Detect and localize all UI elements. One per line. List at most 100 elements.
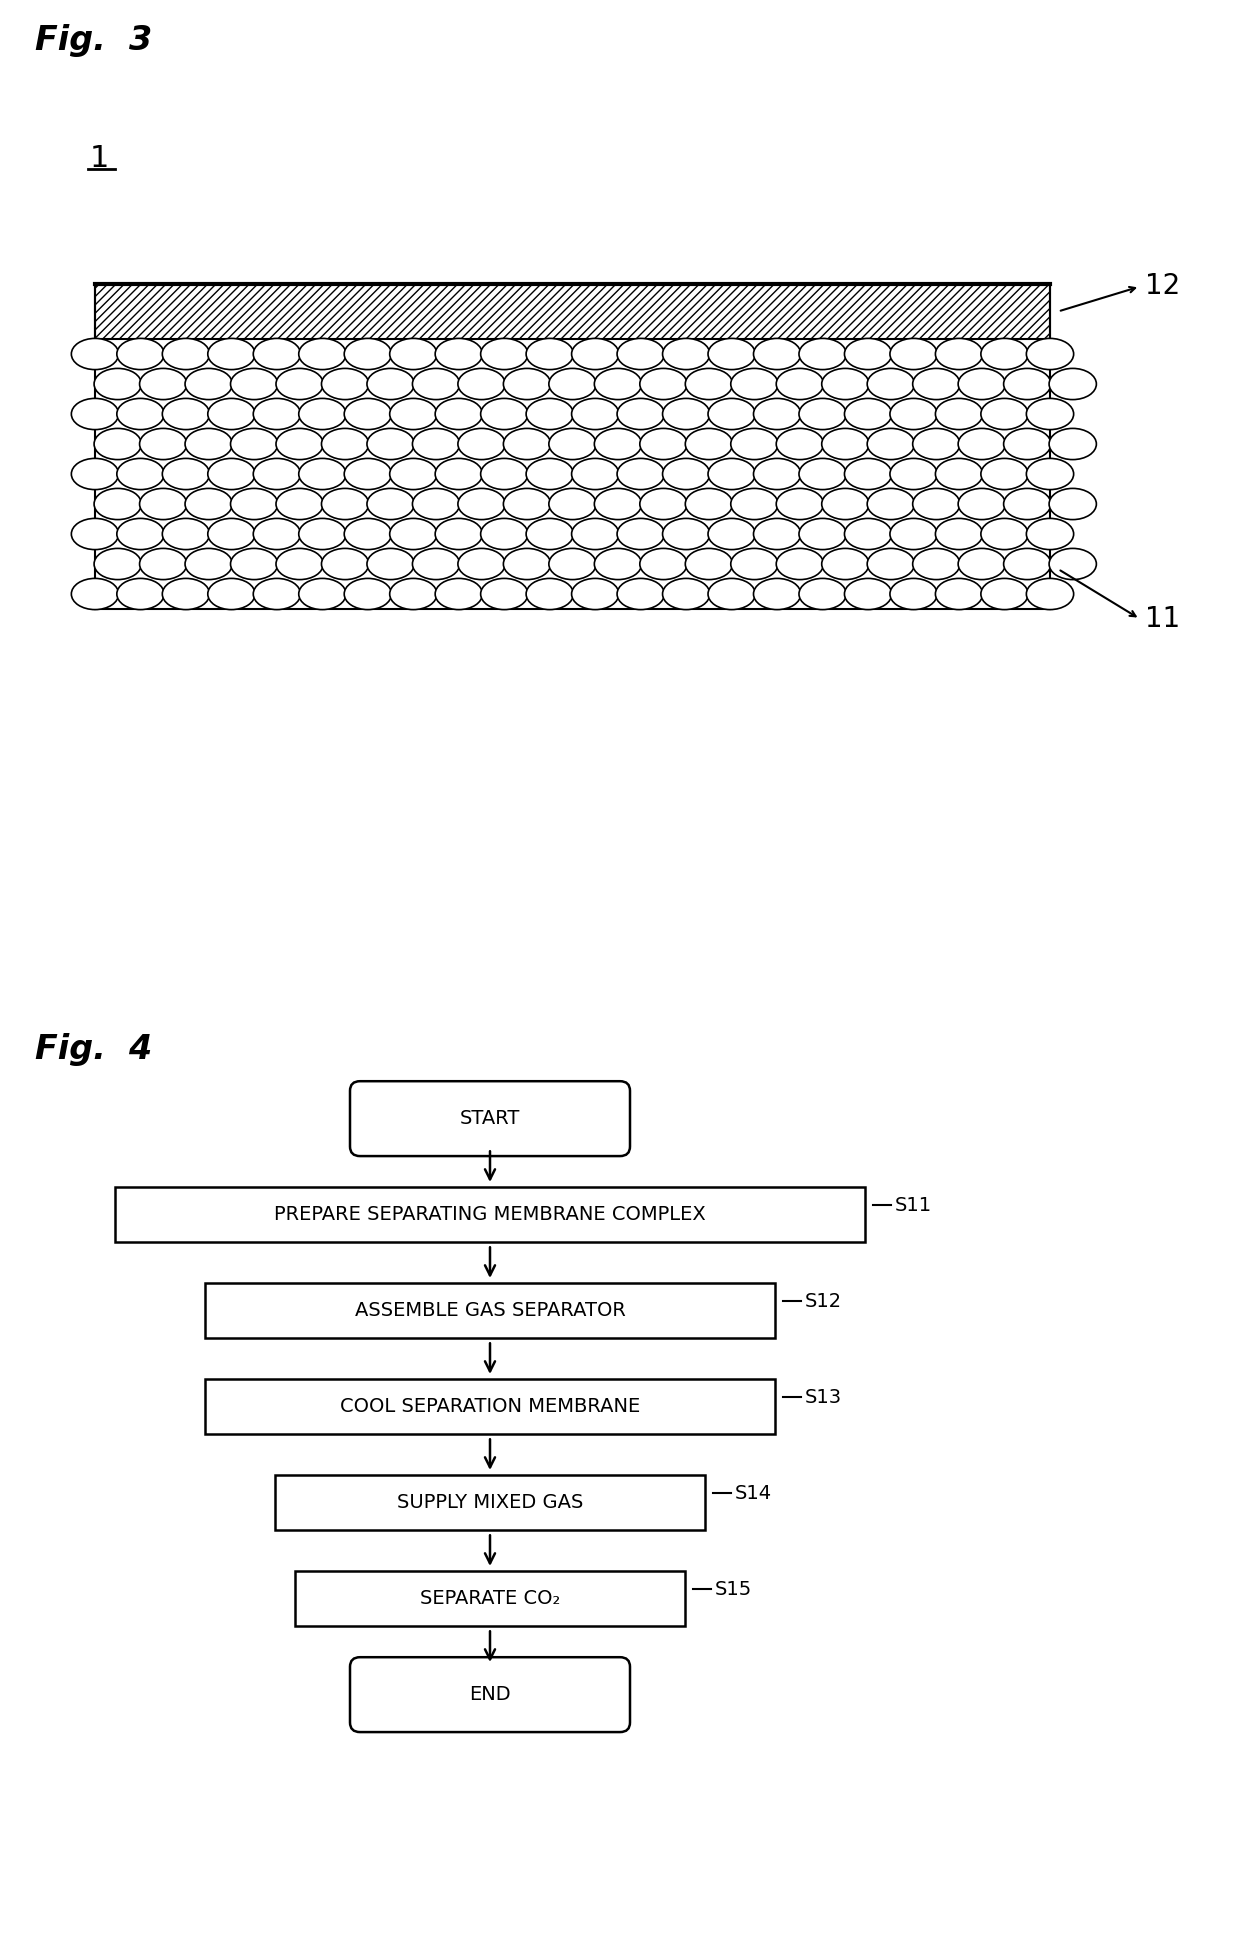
Ellipse shape [549, 548, 596, 579]
Ellipse shape [72, 458, 119, 489]
Ellipse shape [708, 398, 755, 429]
Ellipse shape [117, 458, 164, 489]
Ellipse shape [277, 488, 324, 519]
Text: Fig.  3: Fig. 3 [35, 23, 153, 57]
Ellipse shape [208, 339, 255, 370]
Ellipse shape [321, 429, 368, 460]
Ellipse shape [94, 488, 141, 519]
Ellipse shape [413, 548, 460, 579]
Ellipse shape [844, 339, 892, 370]
Ellipse shape [208, 398, 255, 429]
Ellipse shape [72, 579, 119, 610]
Ellipse shape [72, 398, 119, 429]
Ellipse shape [890, 519, 937, 550]
Ellipse shape [435, 519, 482, 550]
Ellipse shape [503, 488, 551, 519]
Ellipse shape [503, 548, 551, 579]
Ellipse shape [345, 458, 392, 489]
Text: S13: S13 [805, 1388, 842, 1406]
Ellipse shape [981, 398, 1028, 429]
Text: S14: S14 [735, 1484, 773, 1503]
Text: SEPARATE CO₂: SEPARATE CO₂ [420, 1589, 560, 1609]
Ellipse shape [776, 429, 823, 460]
Ellipse shape [776, 488, 823, 519]
Ellipse shape [890, 398, 937, 429]
Ellipse shape [389, 458, 436, 489]
Ellipse shape [117, 339, 164, 370]
Ellipse shape [231, 369, 278, 400]
Ellipse shape [730, 429, 777, 460]
Ellipse shape [618, 398, 665, 429]
Ellipse shape [730, 488, 777, 519]
Bar [295, 1572, 684, 1626]
Ellipse shape [345, 579, 392, 610]
Ellipse shape [708, 519, 755, 550]
Ellipse shape [730, 548, 777, 579]
Ellipse shape [481, 579, 528, 610]
Ellipse shape [503, 429, 551, 460]
Ellipse shape [435, 458, 482, 489]
Ellipse shape [367, 548, 414, 579]
Ellipse shape [345, 398, 392, 429]
Ellipse shape [299, 458, 346, 489]
Ellipse shape [776, 369, 823, 400]
Ellipse shape [299, 519, 346, 550]
Text: ASSEMBLE GAS SEPARATOR: ASSEMBLE GAS SEPARATOR [355, 1301, 625, 1320]
Ellipse shape [799, 519, 846, 550]
Ellipse shape [345, 339, 392, 370]
Ellipse shape [913, 488, 960, 519]
Ellipse shape [458, 429, 505, 460]
Ellipse shape [708, 339, 755, 370]
Ellipse shape [413, 429, 460, 460]
Ellipse shape [618, 339, 665, 370]
Ellipse shape [686, 369, 733, 400]
Ellipse shape [503, 369, 551, 400]
Ellipse shape [94, 548, 141, 579]
Ellipse shape [1027, 519, 1074, 550]
Ellipse shape [389, 519, 436, 550]
Ellipse shape [367, 369, 414, 400]
Ellipse shape [959, 369, 1006, 400]
Ellipse shape [981, 458, 1028, 489]
Ellipse shape [140, 548, 187, 579]
Ellipse shape [913, 369, 960, 400]
Ellipse shape [867, 429, 914, 460]
Ellipse shape [231, 548, 278, 579]
Ellipse shape [844, 458, 892, 489]
Ellipse shape [662, 519, 709, 550]
Ellipse shape [526, 458, 573, 489]
Ellipse shape [640, 429, 687, 460]
Ellipse shape [572, 519, 619, 550]
Ellipse shape [754, 398, 801, 429]
Ellipse shape [253, 339, 300, 370]
Text: 1: 1 [91, 144, 109, 174]
Ellipse shape [526, 519, 573, 550]
Ellipse shape [231, 488, 278, 519]
Ellipse shape [844, 398, 892, 429]
Ellipse shape [1003, 369, 1052, 400]
Ellipse shape [481, 339, 528, 370]
Ellipse shape [594, 488, 641, 519]
Ellipse shape [299, 579, 346, 610]
Ellipse shape [913, 548, 960, 579]
Ellipse shape [481, 519, 528, 550]
Ellipse shape [367, 488, 414, 519]
Ellipse shape [94, 429, 141, 460]
Ellipse shape [117, 398, 164, 429]
Ellipse shape [185, 429, 232, 460]
Ellipse shape [935, 579, 982, 610]
Ellipse shape [72, 339, 119, 370]
Ellipse shape [1027, 458, 1074, 489]
Ellipse shape [1003, 548, 1052, 579]
Ellipse shape [231, 429, 278, 460]
Ellipse shape [935, 519, 982, 550]
Ellipse shape [822, 369, 869, 400]
Ellipse shape [185, 369, 232, 400]
Ellipse shape [526, 339, 573, 370]
Ellipse shape [253, 519, 300, 550]
Ellipse shape [277, 429, 324, 460]
Ellipse shape [662, 579, 709, 610]
Ellipse shape [890, 339, 937, 370]
Ellipse shape [277, 548, 324, 579]
Bar [205, 1379, 775, 1435]
